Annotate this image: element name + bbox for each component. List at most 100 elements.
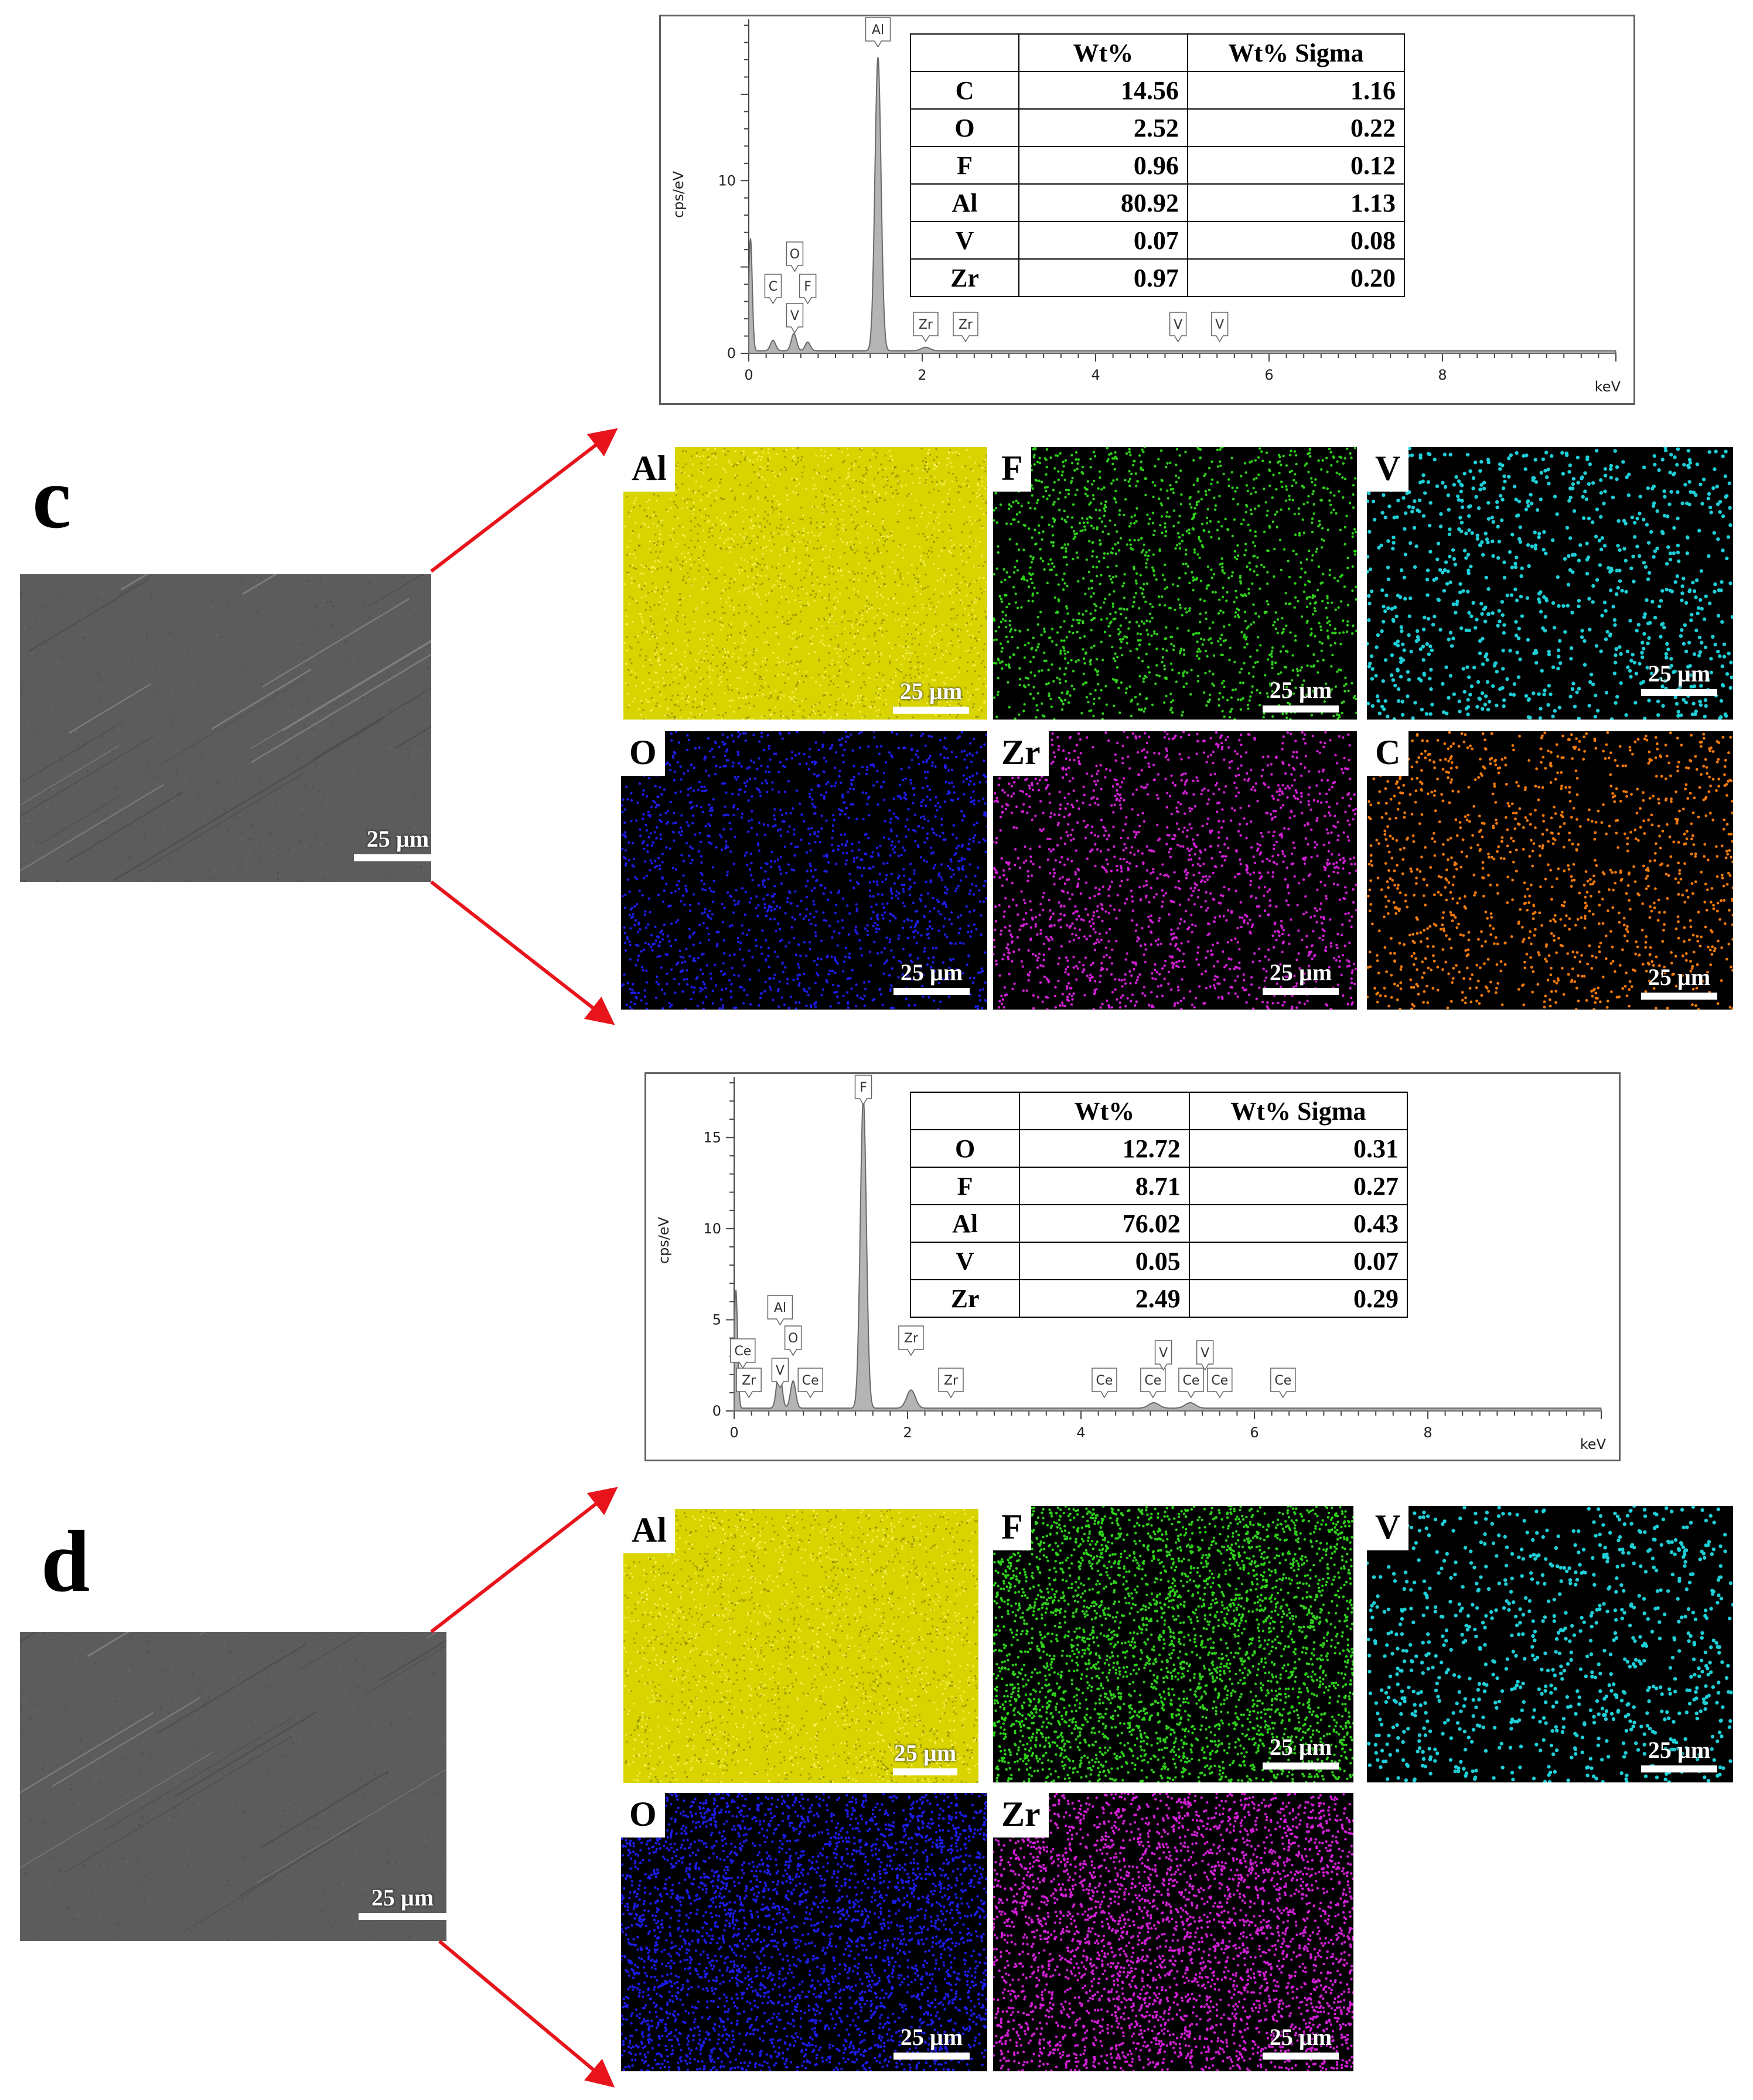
map-c-v-label: V [1367,447,1409,492]
peak-label: Ce [730,1338,756,1369]
table-cell-element: F [909,1167,1021,1205]
table-row: Zr 0.97 0.20 [909,258,1406,297]
map-d-f: F 25 µm [993,1506,1353,1782]
peak-label: V [786,303,804,334]
arrow-d-down [438,1939,615,2088]
peak-label: F [799,274,817,305]
table-cell-wt: 80.92 [1018,183,1188,222]
svg-text:V: V [1174,318,1182,332]
table-row: Al 80.92 1.13 [909,183,1406,222]
table-header-cell [909,33,1020,72]
table-row: Zr 2.49 0.29 [909,1279,1408,1318]
map-d-zr-scalebar: 25 µm [1270,2024,1332,2050]
table-cell-element: Zr [909,258,1020,297]
table-row: C 14.56 1.16 [909,71,1406,110]
table-header-cell: Wt% Sigma [1186,33,1406,72]
peak-label: Ce [1092,1368,1117,1399]
peak-label: Al [767,1295,793,1326]
peak-label: V [1154,1340,1172,1371]
table-cell-sigma: 0.07 [1188,1242,1408,1280]
peak-label: Ce [1178,1368,1204,1399]
composition-table-d: Wt% Wt% Sigma O 12.72 0.31 F 8.71 0.27 Al 76.02 0.… [909,1092,1408,1318]
table-cell-sigma: 0.12 [1186,146,1406,185]
x-tick-label: 8 [1438,367,1447,383]
map-c-o: O 25 µm [621,731,987,1010]
table-row: O 2.52 0.22 [909,108,1406,147]
y-tick-label: 10 [703,1221,721,1237]
table-cell-wt: 0.05 [1019,1242,1190,1280]
x-tick-label: 0 [729,1424,738,1441]
x-tick-label: 4 [1091,367,1100,383]
x-tick-label: 2 [918,367,926,383]
map-d-al: Al 25 µm [623,1509,978,1783]
panel-label-d: d [41,1518,90,1605]
y-tick-label: 0 [712,1403,721,1419]
table-cell-sigma: 0.22 [1186,108,1406,147]
svg-text:V: V [1215,318,1224,332]
svg-text:O: O [790,247,800,262]
peak-label: V [1196,1340,1214,1371]
svg-text:Zr: Zr [959,318,973,332]
map-d-v-scalebar: 25 µm [1648,1737,1710,1763]
svg-text:Al: Al [872,23,884,38]
table-cell-element: Al [909,1204,1021,1243]
composition-table-c: Wt% Wt% Sigma C 14.56 1.16 O 2.52 0.22 F 0.96 0.12… [909,33,1406,297]
table-cell-wt: 0.07 [1018,221,1188,260]
map-c-v: V 25 µm [1367,447,1733,720]
x-tick-label: 4 [1076,1424,1085,1441]
map-d-al-scalebar: 25 µm [894,1740,956,1766]
table-cell-element: O [909,1129,1021,1168]
map-d-f-scalebar: 25 µm [1270,1734,1332,1760]
map-d-v: V 25 µm [1367,1506,1733,1782]
map-c-zr: Zr 25 µm [993,731,1357,1010]
table-cell-wt: 2.49 [1019,1279,1190,1318]
map-c-zr-label: Zr [993,731,1049,776]
map-c-c-label: C [1367,731,1409,776]
table-cell-sigma: 0.20 [1186,258,1406,297]
y-tick-label: 5 [712,1311,721,1328]
map-d-o-label: O [621,1793,665,1838]
svg-text:F: F [804,279,811,294]
map-d-zr: Zr 25 µm [993,1793,1353,2071]
sem-image-d: 25 µm [20,1632,446,1941]
peak-label: Al [865,17,891,48]
map-d-zr-label: Zr [993,1793,1049,1838]
table-cell-element: Zr [909,1279,1021,1318]
table-cell-sigma: 1.13 [1186,183,1406,222]
arrow-c-up [430,428,618,573]
table-header-cell [909,1092,1021,1130]
map-d-al-label: Al [623,1509,675,1553]
svg-text:Zr: Zr [919,318,933,332]
table-cell-wt: 8.71 [1019,1167,1190,1205]
svg-text:V: V [790,309,799,323]
table-row: F 8.71 0.27 [909,1167,1408,1205]
panel-label-c: c [32,454,71,542]
spectrum-c-y-unit: cps/eV [670,171,687,218]
y-tick-label: 0 [727,345,736,362]
table-row: Al 76.02 0.43 [909,1204,1408,1243]
sem-c-scalebar-label: 25 µm [367,826,429,852]
table-cell-element: O [909,108,1020,147]
peak-label: F [854,1075,872,1106]
table-header-cell: Wt% [1018,33,1188,72]
table-row: O 12.72 0.31 [909,1129,1408,1168]
table-cell-sigma: 1.16 [1186,71,1406,110]
table-cell-element: V [909,221,1020,260]
peak-label: Ce [1270,1368,1296,1399]
spectrum-trace [734,1098,1602,1412]
table-cell-sigma: 0.27 [1188,1167,1408,1205]
map-d-f-label: F [993,1506,1031,1550]
table-cell-wt: 2.52 [1018,108,1188,147]
peak-label: Zr [938,1368,964,1399]
peak-label: Ce [1140,1368,1166,1399]
x-tick-label: 2 [903,1424,912,1441]
table-header-cell: Wt% Sigma [1188,1092,1408,1130]
map-c-al-scalebar: 25 µm [900,679,962,704]
table-cell-element: F [909,146,1020,185]
x-tick-label: 0 [744,367,753,383]
peak-label: Ce [797,1368,823,1399]
peak-label: V [771,1358,789,1389]
x-tick-label: 6 [1250,1424,1259,1441]
table-cell-wt: 76.02 [1019,1204,1190,1243]
